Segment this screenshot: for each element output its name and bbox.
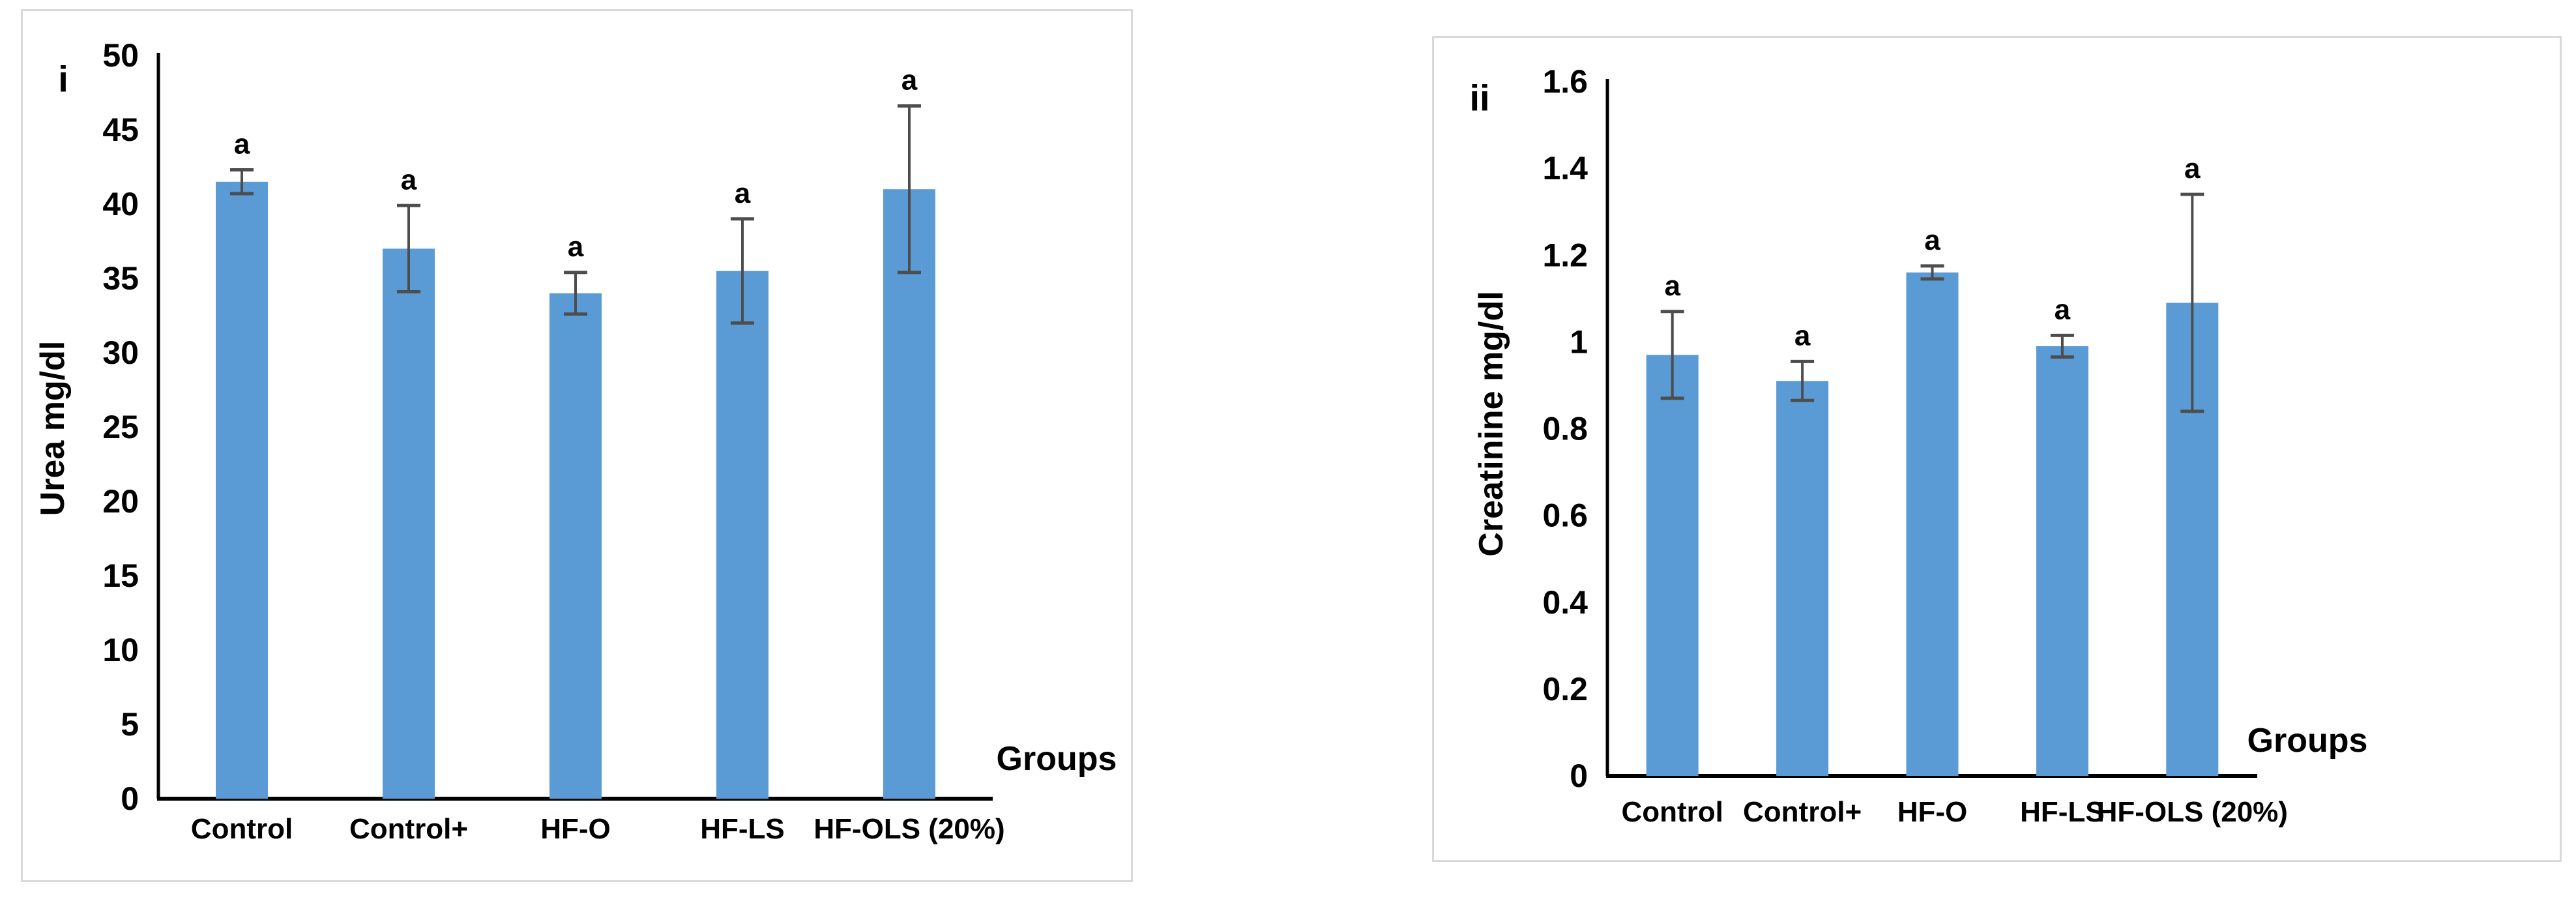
creatinine-chart-panel: ii Creatinine mg/dl 0 0.2 0.4 0.6 0.8 1 1.2 1.4…: [1432, 36, 2562, 862]
urea-bar-chart: 0 5 10 15 20 25 30 35 40 45 50 a Control a Control+ a HF…: [102, 37, 1117, 845]
y-tick-label: 1: [1570, 323, 1588, 360]
significance-letter: a: [1924, 224, 1940, 256]
y-tick-label: 1.6: [1542, 63, 1588, 100]
bar-hf-o: [1906, 272, 1959, 776]
significance-letter: a: [234, 128, 250, 160]
significance-letter: a: [735, 177, 751, 209]
x-category-label: HF-O: [540, 813, 611, 845]
urea-chart-panel: i Urea mg/dl 0 5 10 15 20 25 30 35 40 45 50 a Contro…: [21, 9, 1133, 882]
x-category-label: HF-LS: [2020, 796, 2105, 828]
significance-letter: a: [1794, 319, 1811, 351]
y-tick-label: 50: [102, 37, 139, 74]
y-tick-label: 0.6: [1542, 497, 1588, 534]
bar-control: [216, 181, 268, 799]
x-category-label: HF-OLS (20%): [813, 813, 1004, 845]
bar-control: [1646, 355, 1699, 776]
y-tick-label: 35: [102, 260, 139, 297]
y-tick-label: 10: [102, 632, 139, 668]
bar-hf-ls: [716, 271, 768, 799]
bar-control+: [383, 248, 435, 799]
y-tick-label: 0: [1570, 758, 1588, 794]
x-category-label: Control+: [1743, 796, 1862, 828]
x-category-label: HF-OLS (20%): [2097, 796, 2288, 828]
bar-control+: [1776, 381, 1829, 776]
panel-label-i: i: [58, 58, 68, 100]
y-tick-label: 0: [121, 780, 139, 817]
significance-letter: a: [2184, 153, 2201, 185]
bar-hf-o: [549, 293, 602, 799]
y-tick-label: 0.2: [1542, 671, 1588, 707]
y-tick-label: 45: [102, 111, 139, 148]
y-tick-label: 1.2: [1542, 237, 1588, 273]
significance-letter: a: [2055, 293, 2071, 325]
y-tick-label: 5: [121, 706, 139, 743]
x-category-label: HF-O: [1897, 796, 1968, 828]
y-tick-label: 15: [102, 557, 139, 594]
bar-hf-ls: [2036, 346, 2088, 776]
y-tick-label: 1.4: [1542, 150, 1588, 186]
y-tick-label: 0.8: [1542, 411, 1588, 447]
panel-label-ii: ii: [1469, 77, 1490, 119]
x-category-label: Control: [191, 813, 293, 845]
x-category-label: Control: [1621, 796, 1723, 828]
y-tick-label: 25: [102, 409, 139, 445]
significance-letter: a: [401, 164, 417, 196]
y-tick-label: 0.4: [1542, 584, 1588, 621]
x-axis-title: Groups: [997, 740, 1117, 778]
x-category-label: Control+: [349, 813, 468, 845]
y-tick-label: 40: [102, 186, 139, 222]
bar-hf-ols-20-: [883, 189, 935, 799]
significance-letter: a: [568, 231, 584, 263]
x-axis-title: Groups: [2247, 722, 2368, 760]
x-category-label: HF-LS: [700, 813, 785, 845]
y-tick-label: 30: [102, 334, 139, 371]
significance-letter: a: [1664, 270, 1680, 302]
significance-letter: a: [901, 65, 918, 96]
y-tick-label: 20: [102, 483, 139, 520]
creatinine-bar-chart: 0 0.2 0.4 0.6 0.8 1 1.2 1.4 1.6 a Control a Control+…: [1542, 63, 2368, 828]
